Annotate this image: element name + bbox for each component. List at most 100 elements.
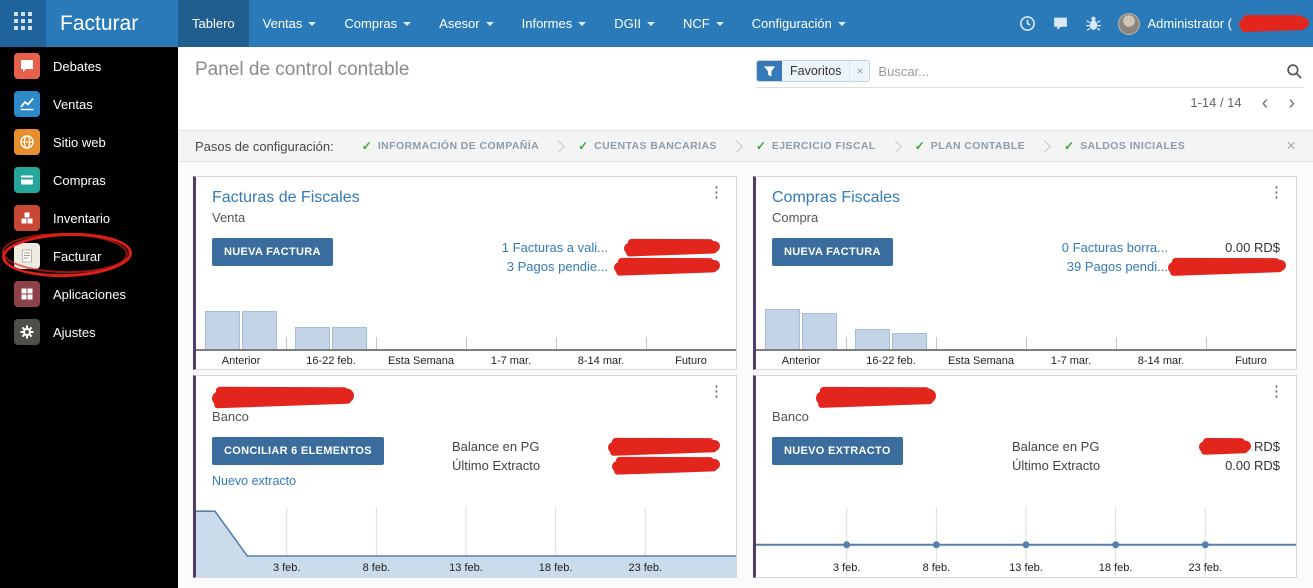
stat-value-partial: RD$ [1253,439,1280,454]
stat-label: Balance en PG [452,439,540,454]
card-subtitle: Venta [212,210,246,225]
chevron-right-icon [729,139,743,153]
step-ejercicio-fiscal[interactable]: ✓ EJERCICIO FISCAL [755,139,876,153]
search-icon[interactable] [1286,63,1303,80]
nueva-factura-button[interactable]: NUEVA FACTURA [772,238,893,266]
chevron-right-icon [888,139,902,153]
card-stats: 0 Facturas borra... 0.00 RD$ 39 Pagos pe… [1012,238,1287,276]
invoice-icon [14,243,40,269]
chevron-right-icon [552,139,565,153]
step-informacion-de-compania[interactable]: ✓ INFORMACIÓN DE COMPAÑÍA [361,139,540,153]
menu-asesor[interactable]: Asesor [425,0,507,47]
redaction-scribble-amount [623,240,721,255]
chevron-down-icon [837,21,846,30]
sidebar-item-label: Sitio web [53,134,106,150]
sidebar-item-label: Ventas [53,96,93,112]
conciliar-elementos-button[interactable]: CONCILIAR 6 ELEMENTOS [212,437,384,465]
apps-menu-button[interactable] [0,0,46,47]
pager-next-button[interactable]: › [1288,91,1295,114]
stat-label: Último Extracto [1012,458,1101,473]
step-cuentas-bancarias[interactable]: ✓ CUENTAS BANCARIAS [578,139,717,153]
menu-configuracion[interactable]: Configuración [738,0,860,47]
close-icon[interactable]: × [1286,136,1296,155]
sidebar-item-ventas[interactable]: Ventas [0,85,178,123]
stat-row: Último Extracto [452,456,721,475]
bank-balance-area-chart: 3 feb. 8 feb. 13 feb. 18 feb. 23 feb. [196,507,736,577]
globe-icon [14,129,40,155]
sidebar-item-facturar[interactable]: Facturar [0,237,178,275]
user-menu[interactable]: Administrator ( [1118,12,1310,35]
bug-icon[interactable] [1085,15,1102,32]
kebab-menu-icon[interactable]: ⋮ [709,184,724,201]
search-facet-favoritos: Favoritos × [756,60,871,82]
stat-row: 1 Facturas a vali... [452,238,721,257]
page-title: Panel de control contable [195,59,410,80]
card-subtitle: Banco [772,409,809,424]
topbar-right: Administrator ( [1019,0,1313,47]
menu-compras[interactable]: Compras [330,0,425,47]
dashboard-grid: Facturas de Fiscales ⋮ Venta NUEVA FACTU… [178,162,1313,588]
card-facturas-de-fiscales: Facturas de Fiscales ⋮ Venta NUEVA FACTU… [193,176,737,370]
sidebar-item-label: Aplicaciones [53,286,126,302]
kebab-menu-icon[interactable]: ⋮ [709,383,724,400]
pager-previous-button[interactable]: ‹ [1261,91,1269,114]
facet-label: Favoritos [782,61,850,81]
nuevo-extracto-button[interactable]: NUEVO EXTRACTO [772,437,903,465]
facet-remove-button[interactable]: × [849,61,870,81]
step-plan-contable[interactable]: ✓ PLAN CONTABLE [914,139,1026,153]
stat-row: 3 Pagos pendie... [452,257,721,276]
check-icon: ✓ [755,139,766,153]
menu-ventas[interactable]: Ventas [249,0,331,47]
stat-row: 0 Facturas borra... 0.00 RD$ [1012,238,1280,257]
top-menu: Tablero Ventas Compras Asesor Informes D… [178,0,860,47]
menu-ncf[interactable]: NCF [669,0,738,47]
redaction-scribble-amount [611,458,721,473]
stat-label: Balance en PG [1012,439,1100,454]
redaction-scribble-amount [607,439,721,454]
search-input[interactable] [870,60,1286,82]
chat-bubble-icon [14,53,40,79]
sidebar-item-label: Debates [53,58,102,74]
boxes-icon [14,205,40,231]
redaction-scribble-title [815,388,937,406]
menu-dgii[interactable]: DGII [600,0,669,47]
chevron-down-icon [308,21,317,30]
apps-grid-icon [14,12,32,35]
card-stats: Balance en PG Último Extracto [452,437,721,475]
sidebar-item-aplicaciones[interactable]: Aplicaciones [0,275,178,313]
stat-link[interactable]: 1 Facturas a vali... [501,240,608,255]
menu-informes[interactable]: Informes [508,0,601,47]
nuevo-extracto-link[interactable]: Nuevo extracto [212,474,297,488]
sidebar-item-debates[interactable]: Debates [0,47,178,85]
kebab-menu-icon[interactable]: ⋮ [1269,383,1284,400]
card-title[interactable]: Facturas de Fiscales [212,189,360,206]
steps-label: Pasos de configuración: [195,138,334,154]
sidebar-item-inventario[interactable]: Inventario [0,199,178,237]
step-saldos-iniciales[interactable]: ✓ SALDOS INICIALES [1064,139,1186,153]
card-stats: Balance en PG RD$ Último Extracto 0.00 R… [1012,437,1280,475]
main-content: Panel de control contable Favoritos × 1-… [178,47,1313,588]
sidebar-item-sitio-web[interactable]: Sitio web [0,123,178,161]
pager-range: 1-14 / 14 [1190,95,1242,110]
card-compras-fiscales: Compras Fiscales ⋮ Compra NUEVA FACTURA … [753,176,1297,370]
bank-balance-line-chart: 3 feb. 8 feb. 13 feb. 18 feb. 23 feb. [756,507,1296,577]
sidebar-item-label: Ajustes [53,324,96,340]
chevron-down-icon [485,21,494,30]
card-subtitle: Compra [772,210,819,225]
redaction-scribble-user [1238,17,1310,30]
sidebar-item-compras[interactable]: Compras [0,161,178,199]
clock-icon[interactable] [1019,15,1036,32]
stat-link[interactable]: 0 Facturas borra... [1061,240,1168,255]
chevron-down-icon [715,21,724,30]
invoices-bar-chart: Anterior 16-22 feb. Esta Semana 1-7 mar. 8-1… [196,305,736,367]
menu-tablero[interactable]: Tablero [178,0,249,47]
card-title[interactable]: Compras Fiscales [772,189,901,206]
chat-icon[interactable] [1052,15,1069,32]
kebab-menu-icon[interactable]: ⋮ [1269,184,1284,201]
stat-row: 39 Pagos pendi... [1012,257,1287,276]
nueva-factura-button[interactable]: NUEVA FACTURA [212,238,333,266]
sidebar-item-ajustes[interactable]: Ajustes [0,313,178,351]
stat-link[interactable]: 3 Pagos pendie... [506,259,608,274]
redaction-scribble-amount [1198,440,1252,453]
stat-link[interactable]: 39 Pagos pendi... [1066,259,1168,274]
